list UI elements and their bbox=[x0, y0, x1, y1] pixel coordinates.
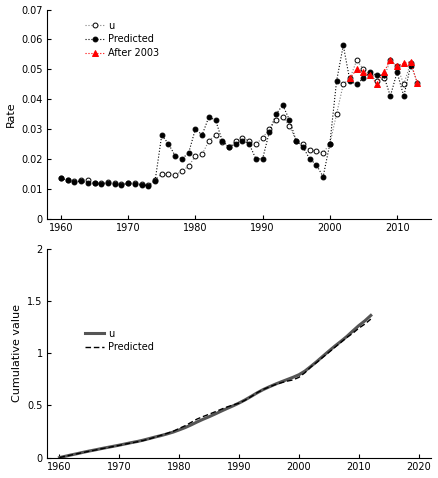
Predicted bbox=[243, 397, 248, 403]
Y-axis label: Cumulative value: Cumulative value bbox=[12, 304, 21, 402]
u bbox=[273, 117, 279, 123]
Legend: u, Predicted: u, Predicted bbox=[83, 326, 156, 354]
Predicted bbox=[334, 78, 339, 84]
After 2003 bbox=[388, 57, 393, 63]
Predicted bbox=[254, 390, 260, 396]
u bbox=[243, 397, 248, 403]
u bbox=[57, 455, 62, 460]
Line: After 2003: After 2003 bbox=[347, 57, 420, 87]
Predicted bbox=[146, 183, 151, 189]
Predicted bbox=[57, 455, 62, 460]
After 2003 bbox=[381, 69, 386, 75]
u bbox=[237, 400, 242, 406]
Predicted bbox=[141, 438, 146, 444]
u bbox=[260, 135, 265, 141]
Predicted bbox=[368, 316, 374, 322]
After 2003 bbox=[367, 72, 373, 78]
After 2003 bbox=[415, 80, 420, 86]
Predicted bbox=[159, 132, 164, 138]
Predicted bbox=[267, 129, 272, 135]
u bbox=[199, 152, 205, 157]
Y-axis label: Rate: Rate bbox=[6, 101, 16, 127]
After 2003 bbox=[408, 59, 413, 65]
Predicted bbox=[332, 345, 338, 350]
Predicted bbox=[293, 138, 299, 144]
Predicted bbox=[273, 111, 279, 117]
Predicted bbox=[287, 117, 292, 123]
u bbox=[354, 57, 359, 63]
Line: Predicted: Predicted bbox=[59, 43, 413, 188]
After 2003 bbox=[354, 66, 359, 72]
u bbox=[307, 147, 312, 153]
Line: u: u bbox=[59, 58, 420, 187]
Line: u: u bbox=[60, 315, 371, 457]
u bbox=[141, 437, 146, 443]
u bbox=[368, 313, 374, 318]
After 2003 bbox=[374, 81, 379, 87]
Line: Predicted: Predicted bbox=[60, 319, 371, 457]
u bbox=[146, 182, 151, 188]
Legend: u, Predicted, After 2003: u, Predicted, After 2003 bbox=[83, 19, 161, 60]
Predicted bbox=[408, 64, 413, 69]
After 2003 bbox=[347, 76, 353, 81]
After 2003 bbox=[401, 60, 406, 66]
After 2003 bbox=[395, 64, 400, 69]
After 2003 bbox=[361, 69, 366, 75]
Predicted bbox=[237, 400, 242, 406]
u bbox=[297, 372, 302, 378]
u bbox=[119, 181, 124, 187]
u bbox=[332, 343, 338, 349]
Predicted bbox=[341, 43, 346, 48]
Predicted bbox=[297, 374, 302, 380]
u bbox=[280, 114, 286, 120]
Predicted bbox=[58, 175, 64, 181]
u bbox=[415, 80, 420, 86]
u bbox=[254, 390, 260, 396]
u bbox=[58, 175, 64, 181]
